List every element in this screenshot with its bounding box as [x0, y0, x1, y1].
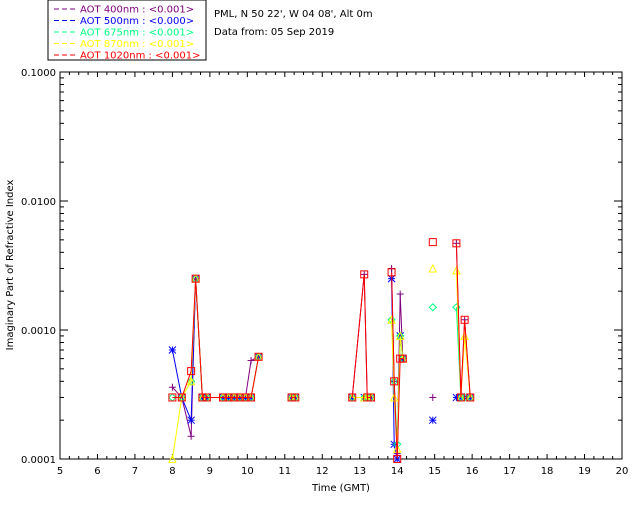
data-point: [428, 238, 437, 247]
series-line: [172, 278, 259, 437]
data-point: [460, 331, 469, 340]
data-point: [348, 393, 357, 402]
data-point: [456, 393, 465, 402]
data-point: [177, 393, 186, 402]
x-tick-label: 7: [132, 466, 138, 477]
y-tick-label: 0.1000: [21, 68, 56, 79]
series-line: [171, 278, 260, 460]
data-point: [235, 393, 244, 402]
data-point: [398, 354, 407, 363]
data-point: [254, 352, 263, 361]
legend-label: AOT 1020nm : <0.001>: [80, 51, 200, 62]
legend: AOT 400nm : <0.001>AOT 500nm : <0.000>AO…: [47, 0, 207, 62]
legend-box: [47, 0, 207, 61]
x-tick-label: 20: [616, 466, 629, 477]
x-tick-label: 18: [541, 466, 554, 477]
x-tick-label: 13: [353, 466, 366, 477]
series-line: [172, 278, 260, 398]
data-point: [198, 393, 207, 402]
x-tick-label: 9: [207, 466, 213, 477]
legend-label: AOT 870nm : <0.001>: [80, 39, 194, 50]
data-point: [428, 416, 437, 425]
data-point: [230, 393, 239, 402]
x-tick-label: 17: [503, 466, 516, 477]
legend-label: AOT 500nm : <0.000>: [80, 16, 194, 27]
data-point: [428, 263, 438, 273]
y-axis-title: Imaginary Part of Refractive Index: [5, 180, 16, 351]
date-info: Data from: 05 Sep 2019: [214, 27, 334, 38]
series-line: [351, 274, 371, 398]
data-point: [387, 268, 396, 277]
data-point: [218, 393, 227, 402]
data-point: [247, 393, 256, 402]
data-point: [466, 393, 475, 402]
legend-label: AOT 675nm : <0.001>: [80, 28, 194, 39]
x-tick-label: 19: [578, 466, 591, 477]
data-point: [452, 303, 461, 312]
series-0: [168, 239, 474, 458]
series-3: [168, 263, 475, 463]
x-tick-label: 15: [428, 466, 441, 477]
x-tick-label: 16: [466, 466, 479, 477]
data-point: [168, 393, 177, 402]
data-point: [366, 393, 375, 402]
data-point: [395, 331, 405, 340]
series-line: [455, 243, 471, 398]
series-line: [391, 272, 403, 460]
series-2: [168, 274, 475, 449]
data-point: [452, 239, 461, 248]
data-point: [390, 377, 399, 386]
data-point: [291, 393, 300, 402]
data-point: [387, 315, 396, 324]
y-tick-label: 0.0001: [21, 455, 56, 466]
data-point: [186, 376, 196, 386]
data-point: [187, 416, 195, 425]
data-point: [428, 303, 438, 312]
data-point: [389, 392, 399, 402]
x-tick-label: 8: [169, 466, 175, 477]
data-point: [241, 393, 250, 402]
series-line: [455, 270, 471, 398]
x-tick-label: 11: [278, 466, 291, 477]
data-point: [360, 270, 369, 279]
data-point: [452, 265, 461, 275]
data-point: [202, 393, 211, 402]
x-tick-label: 5: [57, 466, 63, 477]
x-tick-label: 6: [94, 466, 100, 477]
series-line: [172, 278, 260, 398]
series-4: [168, 238, 475, 463]
data-point: [191, 274, 200, 283]
y-tick-label: 0.0010: [21, 326, 56, 337]
data-point: [168, 346, 177, 354]
series-line: [351, 274, 371, 398]
data-point: [460, 315, 469, 324]
y-tick-label: 0.0100: [21, 197, 56, 208]
x-axis-title: Time (GMT): [311, 483, 370, 494]
data-point: [393, 455, 402, 463]
legend-label: AOT 400nm : <0.001>: [80, 5, 194, 16]
axes: 5 6 7 8 9 10 11 12 13 14 15 16 17 18 19 20 0.0001 0.0010 0…: [21, 68, 628, 477]
series-layer: [168, 238, 475, 463]
plot-frame: [59, 71, 623, 460]
data-point: [224, 393, 233, 402]
x-tick-label: 14: [391, 466, 404, 477]
x-tick-label: 12: [316, 466, 329, 477]
site-info: PML, N 50 22', W 04 08', Alt 0m: [214, 9, 373, 20]
data-point: [187, 367, 196, 376]
data-point: [168, 454, 177, 463]
series-1: [168, 274, 475, 463]
x-tick-label: 10: [241, 466, 254, 477]
